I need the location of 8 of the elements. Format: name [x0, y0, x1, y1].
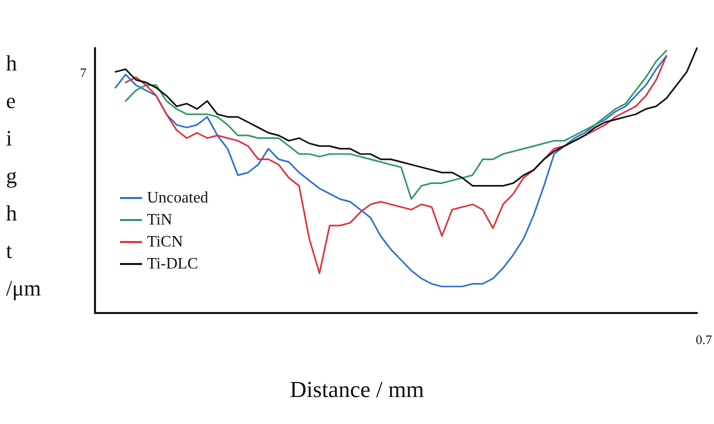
text: 0.7	[696, 332, 712, 347]
legend-label: Ti-DLC	[147, 256, 198, 272]
x-axis-title: Distance / mm	[290, 377, 424, 402]
legend-label: TiCN	[147, 234, 184, 250]
legend-label: Uncoated	[147, 190, 208, 206]
y-axis-title: height /μm	[6, 50, 42, 300]
legend-label: TiN	[147, 212, 173, 228]
text: 7	[80, 65, 87, 80]
